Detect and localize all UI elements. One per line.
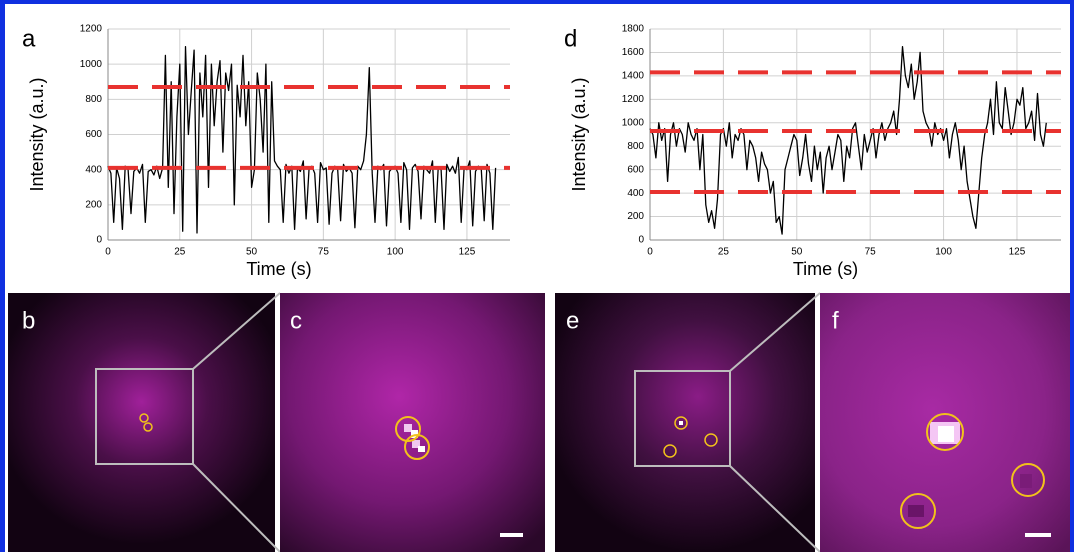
x-tick-label: 75 [318,247,330,258]
image-c [280,293,545,552]
y-tick-label: 400 [85,164,102,175]
y-tick-label: 0 [638,235,644,246]
panel-label: d [564,25,577,52]
y-tick-label: 600 [85,129,102,140]
y-tick-label: 400 [627,188,644,199]
panel-label: f [832,307,839,334]
y-tick-label: 200 [85,199,102,210]
panel-label: c [290,307,302,334]
x-tick-label: 50 [791,247,803,258]
y-tick-label: 1000 [80,59,103,70]
y-tick-label: 800 [627,141,644,152]
y-tick-label: 200 [627,211,644,222]
x-tick-label: 50 [246,247,258,258]
y-tick-label: 1200 [622,94,645,105]
trace [649,45,1047,235]
y-tick-label: 1400 [622,71,645,82]
x-axis-label: Time (s) [793,259,858,279]
y-tick-label: 1000 [622,117,645,128]
x-tick-label: 25 [718,247,730,258]
x-tick-label: 75 [865,247,877,258]
border-left [0,0,5,552]
y-tick-label: 1600 [622,47,645,58]
x-tick-label: 25 [174,247,186,258]
y-tick-label: 600 [627,164,644,175]
image-b [8,292,281,552]
x-tick-label: 100 [387,247,404,258]
panel-label: b [22,307,35,334]
border-top [0,0,1074,4]
panel-label: a [22,25,36,52]
x-tick-label: 0 [105,247,111,258]
x-tick-label: 125 [1009,247,1026,258]
y-tick-label: 1200 [80,24,103,35]
x-tick-label: 0 [647,247,653,258]
x-tick-label: 125 [459,247,476,258]
y-axis-label: Intensity (a.u.) [27,77,47,191]
panel-label: e [566,307,579,334]
border-right [1070,0,1074,552]
y-tick-label: 1800 [622,24,645,35]
x-tick-label: 100 [935,247,952,258]
y-tick-label: 800 [85,94,102,105]
x-axis-label: Time (s) [246,259,311,279]
y-axis-label: Intensity (a.u.) [569,77,589,191]
image-e [555,292,821,552]
y-tick-label: 0 [96,235,102,246]
image-f [820,293,1070,552]
